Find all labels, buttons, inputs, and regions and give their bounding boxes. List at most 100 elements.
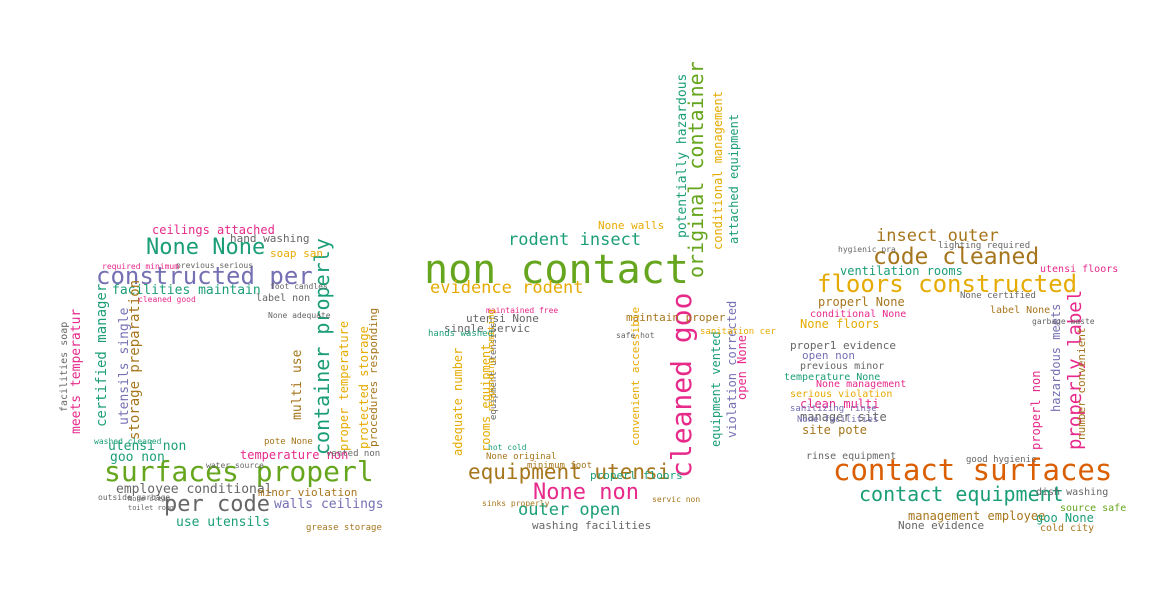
cloud-word: open None: [735, 334, 749, 400]
cloud-word: ventilation rooms: [840, 264, 963, 278]
cloud-word: potentially hazardous: [675, 73, 690, 238]
cloud-word: soap san: [270, 247, 323, 260]
cloud-word: None management: [816, 379, 907, 390]
cloud-word: maintain proper: [626, 311, 726, 324]
cloud-word: goo None: [1036, 511, 1094, 525]
cloud-word: water source: [206, 461, 264, 470]
cloud-word: use utensils: [176, 515, 270, 530]
cloud-word: meets temperatur: [69, 308, 84, 434]
cloud-word: walls ceilings: [274, 497, 384, 512]
cloud-word: equipment utensi: [468, 460, 671, 484]
cloud-word: properl floors: [590, 469, 683, 482]
cloud-word: clean multi: [800, 397, 880, 411]
cloud-word: cleaned good: [138, 295, 196, 304]
cloud-word: goo non: [110, 450, 165, 465]
cloud-word: sanitizing rinse: [790, 404, 877, 414]
cloud-word: code cleaned: [873, 244, 1040, 270]
cloud-word: None adequate: [268, 311, 331, 320]
cloud-word: proper temperature: [337, 320, 351, 451]
cloud-word: None walls: [598, 219, 665, 232]
cloud-word: outer open: [518, 500, 621, 520]
cloud-word: hot cold: [488, 443, 527, 452]
cloud-word: previous minor: [800, 361, 885, 372]
cloud-word: contact equipment: [859, 482, 1064, 506]
cloud-word: utensi floors: [1040, 264, 1119, 275]
cloud-word: grease storage: [306, 523, 382, 533]
cloud-word: garbage waste: [1032, 317, 1095, 326]
cloud-word: multi use: [290, 349, 305, 420]
cloud-word: container properly: [310, 238, 334, 455]
cloud-word: required minimum: [102, 262, 180, 271]
cloud-word: hand washing: [230, 232, 310, 245]
cloud-word: pote None: [264, 437, 313, 447]
cloud-word: previous serious: [176, 261, 254, 270]
cloud-word: equipment vented: [709, 331, 723, 447]
cloud-word: source safe: [1060, 503, 1127, 514]
cloud-word: open non: [802, 349, 855, 362]
cloud-word: site pote: [802, 423, 868, 437]
cloud-word: washing facilities: [532, 519, 652, 532]
cloud-word: label None: [990, 305, 1051, 316]
cloud-word: certified manager: [94, 283, 110, 427]
cloud-word: None None: [146, 235, 266, 260]
cloud-word: procedures responding: [367, 307, 380, 447]
cloud-word: sanitation cer: [700, 327, 776, 337]
cloud-word: properl None: [818, 295, 905, 309]
cloud-word: responding vomiting: [487, 309, 497, 412]
cloud-word: non contact: [424, 247, 689, 293]
cloud-word: washed cleaned: [94, 437, 162, 446]
cloud-word: vented non: [326, 449, 381, 459]
cloud-word: None evidence: [898, 519, 985, 532]
cloud-word: temperature None: [784, 372, 881, 383]
cloud-word: employee conditional: [116, 482, 273, 497]
cloud-word: None floors: [800, 317, 880, 331]
cloud-word: lighting required: [938, 241, 1031, 251]
cloud-word: maintained free: [486, 306, 559, 315]
cloud-word: None non: [533, 480, 639, 505]
cloud-word: None certified: [960, 291, 1036, 301]
cloud-word: conditional management: [711, 91, 725, 250]
cloud-word: single servic: [444, 322, 531, 335]
cloud-word: surfaces properl: [104, 455, 374, 488]
cloud-word: constructed per: [96, 262, 313, 290]
cloud-word: hands washed: [428, 329, 494, 339]
cloud-word: properl non: [1029, 370, 1043, 450]
cloud-word: floors constructed: [817, 270, 1078, 298]
cloud-word: conditional None: [810, 309, 907, 320]
cloud-word: contact surfaces: [833, 453, 1113, 487]
cloud-word: minimum foot: [527, 461, 593, 471]
cloud-word: sinks properly: [482, 499, 550, 508]
cloud-word: foot candles: [270, 282, 328, 291]
cloud-word: outside garbage: [98, 493, 171, 502]
cloud-word: attached equipment: [727, 113, 741, 244]
cloud-word: temperature non: [240, 448, 349, 462]
cloud-word: minor violation: [258, 486, 358, 499]
cloud-word: None clean: [128, 495, 171, 503]
cloud-word: safe hot: [616, 331, 655, 340]
cloud-word: convenient accessible: [629, 306, 642, 446]
cloud-word: per code: [164, 492, 270, 517]
cloud-word: number convenient: [1075, 327, 1088, 440]
cloud-word: utensi None: [466, 312, 539, 325]
cloud-word: insect outer: [876, 226, 999, 246]
cloud-word: good hygienic: [966, 455, 1037, 465]
cloud-word: servic non: [652, 495, 701, 504]
cloud-word: evidence rodent: [430, 278, 584, 298]
cloud-word: rodent insect: [508, 230, 642, 250]
cloud-word: cold city: [1040, 523, 1095, 534]
cloud-word: serious violation: [790, 389, 893, 400]
cloud-word: hygienic pra: [838, 245, 896, 254]
cloud-word: ceilings attached: [152, 223, 275, 237]
cloud-word: management employee: [908, 509, 1046, 523]
cloud-word: utensi non: [108, 439, 187, 454]
cloud-word: facilities maintain: [112, 283, 261, 298]
cloud-word: None original: [486, 452, 557, 462]
cloud-word: facilities soap: [59, 321, 70, 412]
cloud-word: None facilities: [797, 415, 879, 425]
cloud-word: toilet room: [128, 504, 175, 512]
cloud-word: label non: [256, 293, 311, 304]
cloud-word: rinse equipment: [806, 451, 897, 462]
cloud-word: dish washing: [1036, 487, 1109, 498]
cloud-word: adequate number: [451, 347, 465, 456]
